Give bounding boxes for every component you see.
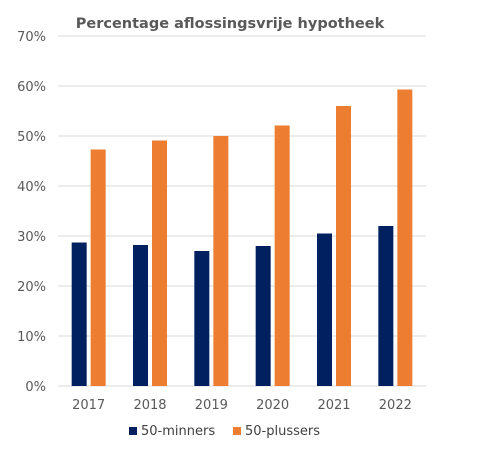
y-tick-label: 20% <box>17 280 46 295</box>
bar-50-plussers-2021 <box>336 106 351 386</box>
x-axis-ticks: 2017 2018 2019 2020 2021 2022 <box>72 398 412 413</box>
bar-50-minners-2017 <box>71 242 87 386</box>
x-tick-label: 2020 <box>256 398 289 413</box>
bar-50-minners-2019 <box>194 251 210 386</box>
legend-label-50-plussers: 50-plussers <box>245 424 320 439</box>
gridlines <box>58 35 426 387</box>
legend: 50-minners 50-plussers <box>129 424 320 439</box>
y-tick-label: 40% <box>17 180 46 195</box>
bar-50-minners-2018 <box>133 245 148 386</box>
bar-50-minners-2022 <box>378 226 394 386</box>
y-tick-label: 0% <box>25 380 46 395</box>
x-tick-label: 2021 <box>317 398 350 413</box>
y-axis-ticks: 0% 10% 20% 30% 40% 50% 60% 70% <box>17 30 46 395</box>
chart-title: Percentage aflossingsvrije hypotheek <box>76 16 385 32</box>
bar-50-plussers-2018 <box>152 140 167 386</box>
bar-50-minners-2021 <box>317 233 332 386</box>
y-tick-label: 50% <box>17 130 46 145</box>
legend-swatch-50-plussers <box>233 427 241 435</box>
legend-label-50-minners: 50-minners <box>141 424 215 439</box>
x-tick-label: 2017 <box>72 398 105 413</box>
bar-50-plussers-2020 <box>274 125 290 386</box>
bar-50-plussers-2022 <box>397 89 413 386</box>
y-tick-label: 70% <box>17 30 46 45</box>
y-tick-label: 30% <box>17 230 46 245</box>
bars <box>71 89 413 386</box>
bar-50-minners-2020 <box>255 246 271 386</box>
x-tick-label: 2019 <box>195 398 228 413</box>
y-tick-label: 60% <box>17 80 46 95</box>
legend-swatch-50-minners <box>129 427 137 435</box>
x-tick-label: 2018 <box>133 398 166 413</box>
bar-50-plussers-2017 <box>90 149 106 386</box>
x-tick-label: 2022 <box>379 398 412 413</box>
y-tick-label: 10% <box>17 330 46 345</box>
bar-50-plussers-2019 <box>213 136 229 386</box>
